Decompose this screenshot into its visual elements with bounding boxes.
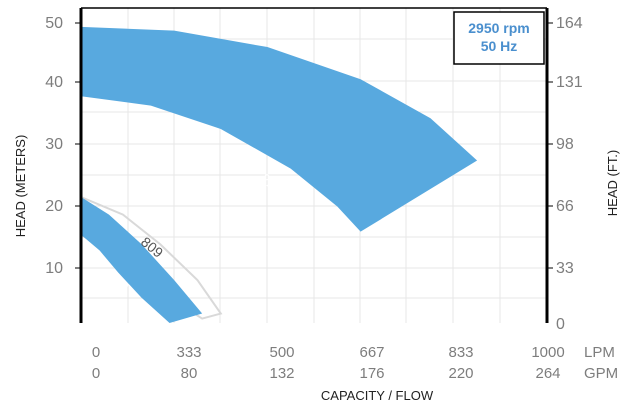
series-layer xyxy=(81,26,478,323)
frequency-label: 50 Hz xyxy=(481,38,518,54)
x-tick-label-lpm: 333 xyxy=(176,344,201,361)
left-tick-label: 10 xyxy=(45,260,63,277)
x-axis-title: CAPACITY / FLOW xyxy=(321,388,434,403)
left-tick-label: 50 xyxy=(45,15,63,32)
x-tick-label-gpm: 132 xyxy=(269,365,294,382)
x-axis-tick-labels-gpm: 0 80 132 176 220 264 GPM xyxy=(92,365,618,382)
x-tick-label-lpm: 500 xyxy=(269,344,294,361)
right-tick-label: 98 xyxy=(556,136,574,153)
left-tick-label: 40 xyxy=(45,74,63,91)
chart-axes xyxy=(75,7,553,323)
x-tick-label-gpm: 220 xyxy=(448,365,473,382)
y-axis-title-left: HEAD (METERS) xyxy=(13,135,28,238)
x-axis-tick-labels-lpm: 0 333 500 667 833 1000 LPM xyxy=(92,344,615,361)
performance-band-2210 xyxy=(81,26,478,232)
rpm-label: 2950 rpm xyxy=(468,20,529,36)
right-axis-tick-labels: 164 131 98 66 33 0 xyxy=(556,15,583,333)
left-tick-label: 20 xyxy=(45,198,63,215)
right-tick-label: 131 xyxy=(556,74,583,91)
x-tick-label-gpm: 80 xyxy=(181,365,198,382)
x-tick-label-gpm: 0 xyxy=(92,365,100,382)
x-tick-label-lpm: 667 xyxy=(359,344,384,361)
x-unit-label-gpm: GPM xyxy=(584,365,618,382)
right-tick-label: 33 xyxy=(556,260,574,277)
performance-band-508 xyxy=(81,197,203,323)
right-tick-label: 164 xyxy=(556,15,583,32)
x-tick-label-lpm: 1000 xyxy=(531,344,564,361)
x-tick-label-lpm: 0 xyxy=(92,344,100,361)
rpm-info-box: 2950 rpm 50 Hz xyxy=(453,11,545,65)
right-tick-label: 0 xyxy=(556,316,565,333)
left-tick-label: 30 xyxy=(45,136,63,153)
x-tick-label-gpm: 176 xyxy=(359,365,384,382)
rpm-info-box-frame xyxy=(453,11,545,65)
left-axis-tick-labels: 50 40 30 20 10 xyxy=(45,15,63,277)
y-axis-title-right: HEAD (FT.) xyxy=(605,150,620,216)
x-tick-label-lpm: 833 xyxy=(448,344,473,361)
right-tick-label: 66 xyxy=(556,198,574,215)
x-unit-label-lpm: LPM xyxy=(584,344,615,361)
x-tick-label-gpm: 264 xyxy=(535,365,560,382)
